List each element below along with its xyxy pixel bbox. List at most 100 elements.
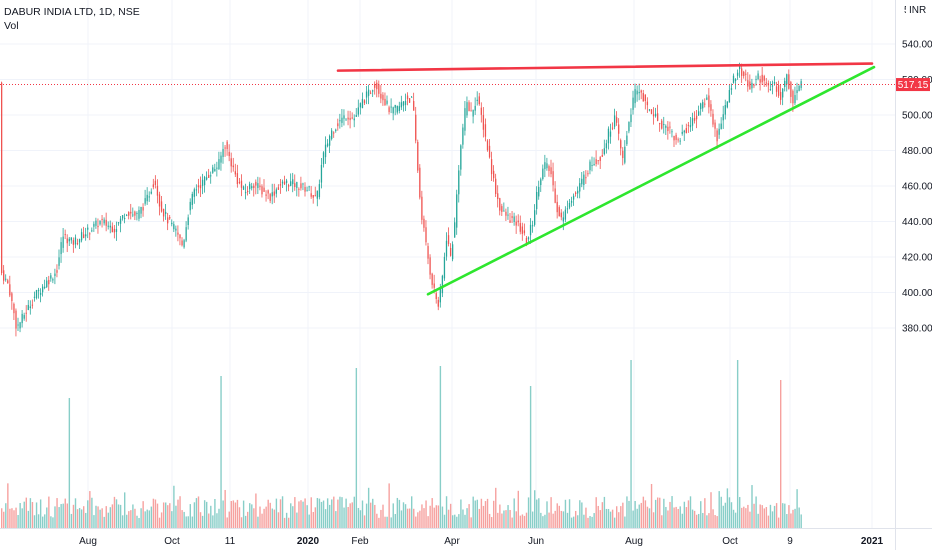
candle-body bbox=[54, 273, 56, 277]
volume-bar bbox=[197, 496, 200, 528]
volume-bar bbox=[488, 513, 491, 528]
candle-body bbox=[216, 167, 218, 169]
candle-body bbox=[771, 85, 774, 87]
candle-body bbox=[640, 90, 642, 93]
support-trendline[interactable] bbox=[426, 65, 876, 296]
volume-bar bbox=[724, 502, 727, 528]
candle-body bbox=[443, 256, 446, 279]
volume-bar bbox=[476, 499, 478, 528]
volume-bar bbox=[769, 504, 772, 528]
volume-bar bbox=[279, 499, 282, 528]
candle-body bbox=[554, 188, 556, 203]
candle-body bbox=[695, 115, 698, 120]
y-tick-label: 440.00 bbox=[902, 217, 932, 228]
candle-body bbox=[117, 222, 120, 224]
volume-bar bbox=[452, 515, 454, 528]
volume-bar bbox=[95, 505, 97, 528]
volume-bar bbox=[160, 512, 163, 528]
volume-bar bbox=[257, 516, 259, 528]
volume-bar bbox=[460, 499, 462, 528]
candle-body bbox=[749, 81, 751, 90]
candle-body bbox=[493, 170, 495, 179]
volume-bar bbox=[470, 517, 472, 528]
volume-bar bbox=[437, 505, 440, 528]
candle-body bbox=[199, 185, 202, 189]
volume-bar bbox=[206, 501, 208, 528]
currency-label[interactable]: INR bbox=[909, 5, 926, 16]
volume-bar bbox=[345, 498, 347, 528]
volume-bar bbox=[695, 514, 698, 528]
volume-bar bbox=[792, 509, 794, 528]
candle-body bbox=[62, 236, 64, 248]
candle-body bbox=[292, 179, 294, 185]
volume-bar bbox=[234, 502, 237, 528]
volume-bar bbox=[712, 509, 714, 528]
candles bbox=[1, 62, 802, 337]
candle-body bbox=[331, 130, 333, 139]
volume-bar bbox=[308, 514, 310, 528]
candle-body bbox=[423, 218, 425, 228]
candle-body bbox=[119, 218, 122, 224]
volume-bar bbox=[413, 508, 415, 528]
volume-bar bbox=[636, 508, 638, 528]
volume-bar bbox=[247, 511, 249, 528]
candle-body bbox=[581, 178, 583, 185]
candle-body bbox=[392, 107, 394, 114]
candle-body bbox=[531, 225, 534, 227]
candle-body bbox=[511, 216, 513, 218]
candle-body bbox=[236, 173, 239, 185]
volume-bar bbox=[415, 516, 417, 528]
volume-bar bbox=[445, 496, 448, 528]
candle-body bbox=[575, 192, 577, 194]
candle-body bbox=[613, 115, 616, 127]
volume-bar bbox=[730, 502, 733, 528]
volume-bar bbox=[384, 516, 386, 528]
candle-body bbox=[203, 176, 206, 186]
volume-bar bbox=[292, 506, 294, 528]
volume-bar bbox=[148, 510, 150, 528]
volume-bar bbox=[171, 511, 173, 528]
volume-bar bbox=[517, 490, 519, 528]
volume-bar bbox=[62, 503, 64, 528]
candle-body bbox=[718, 128, 720, 135]
candle-body bbox=[197, 185, 200, 188]
volume-bar bbox=[605, 508, 608, 528]
candle-body bbox=[780, 91, 782, 100]
candle-body bbox=[462, 127, 464, 145]
candle-body bbox=[460, 145, 462, 170]
volume-bar bbox=[66, 503, 68, 528]
volume-bar bbox=[423, 508, 425, 528]
volume-bar bbox=[679, 506, 681, 528]
volume-bar bbox=[784, 503, 786, 528]
candle-body bbox=[478, 96, 480, 105]
volume-bar bbox=[394, 514, 396, 528]
resistance-trendline[interactable] bbox=[336, 62, 874, 72]
candle-body bbox=[505, 211, 507, 216]
currency-button[interactable] bbox=[906, 3, 926, 16]
candle-body bbox=[616, 117, 618, 123]
candle-body bbox=[464, 108, 466, 131]
candle-body bbox=[275, 189, 277, 194]
volume-bar bbox=[318, 498, 321, 528]
candle-body bbox=[165, 211, 167, 214]
time-axis[interactable]: Aug Oct 11 2020 Feb Apr Jun Aug Oct 9 2021 bbox=[79, 536, 883, 547]
volume-bar bbox=[179, 496, 181, 528]
volume-bar bbox=[667, 510, 669, 528]
volume-bar bbox=[388, 483, 390, 528]
candle-body bbox=[413, 101, 415, 111]
volume-bar bbox=[185, 516, 187, 528]
volume-bar bbox=[283, 517, 286, 528]
volume-bar bbox=[337, 499, 339, 528]
volume-bar bbox=[708, 513, 710, 528]
candle-body bbox=[603, 148, 605, 155]
plot-area[interactable] bbox=[0, 0, 895, 528]
volume-bar bbox=[480, 498, 483, 528]
volume-bar bbox=[757, 513, 759, 528]
candle-body bbox=[201, 179, 204, 186]
volume-bar bbox=[503, 510, 505, 528]
volume-bar bbox=[767, 515, 770, 528]
volume-bar bbox=[269, 502, 271, 528]
volume-bar bbox=[113, 496, 116, 528]
candle-body bbox=[126, 214, 128, 216]
